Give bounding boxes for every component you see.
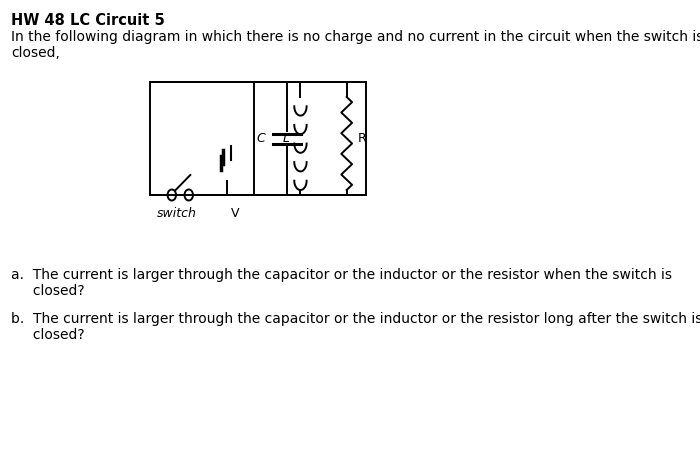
Text: switch: switch [157, 207, 197, 220]
Text: a.  The current is larger through the capacitor or the inductor or the resistor : a. The current is larger through the cap… [10, 268, 672, 298]
Text: In the following diagram in which there is no charge and no current in the circu: In the following diagram in which there … [10, 30, 700, 60]
Text: b.  The current is larger through the capacitor or the inductor or the resistor : b. The current is larger through the cap… [10, 312, 700, 342]
Text: R: R [358, 132, 366, 145]
Text: HW 48 LC Circuit 5: HW 48 LC Circuit 5 [10, 13, 164, 28]
Text: C: C [257, 132, 265, 145]
Text: V: V [231, 207, 239, 220]
Text: L: L [283, 132, 290, 145]
